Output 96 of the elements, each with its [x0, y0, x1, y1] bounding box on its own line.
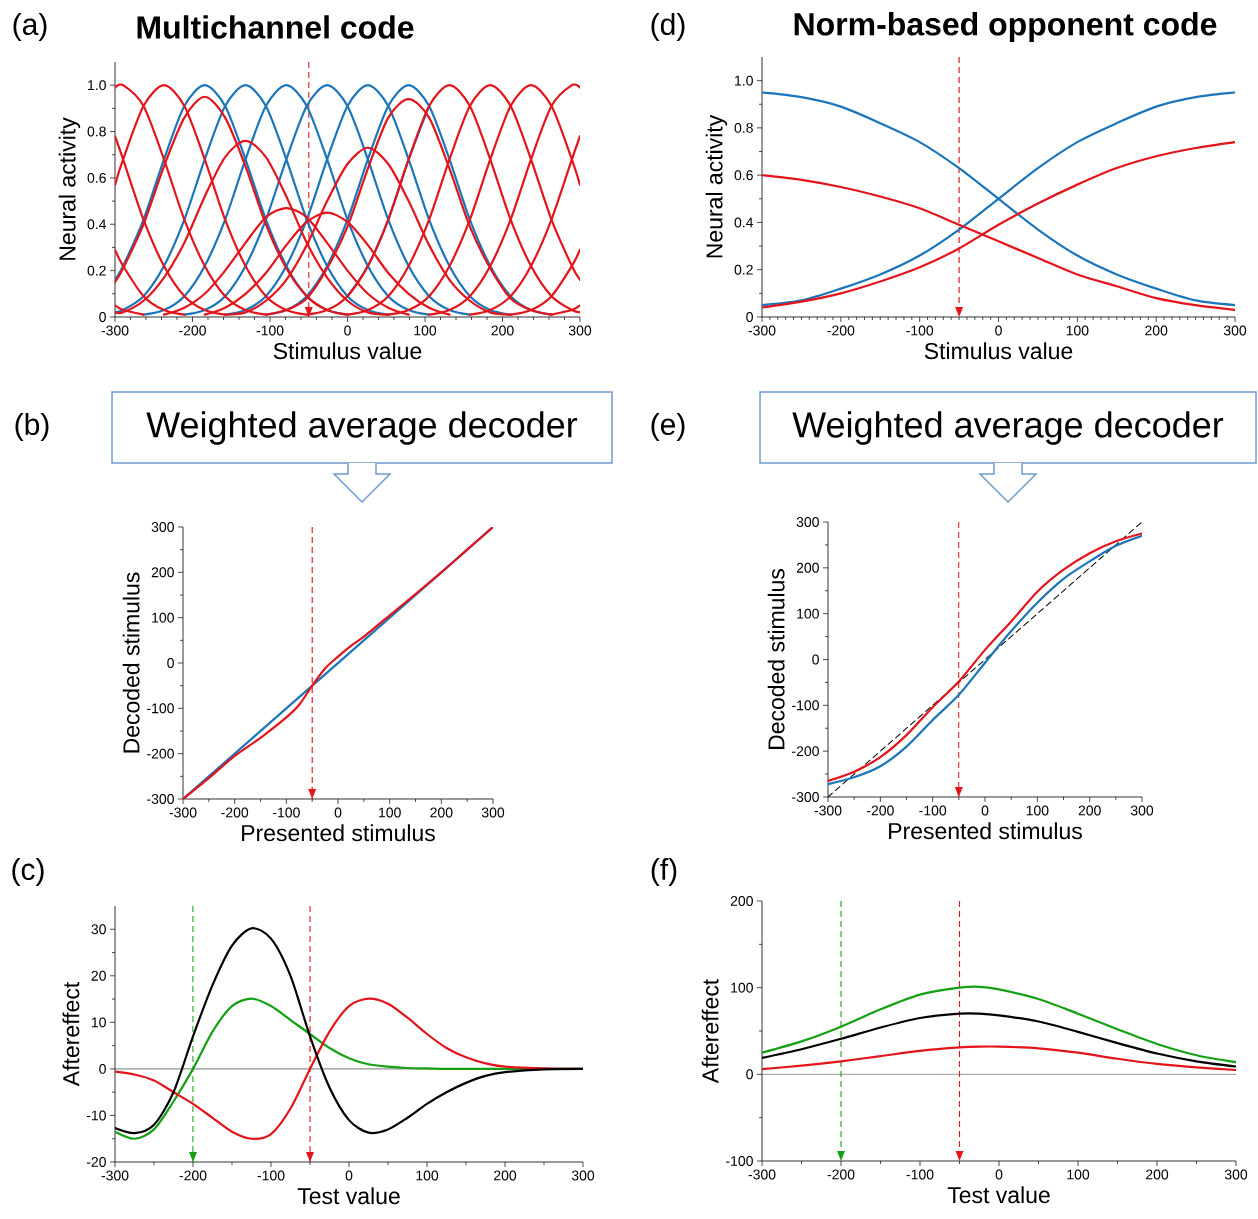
x-tick-label: -200: [179, 325, 206, 336]
x-tick-label: 200: [430, 807, 453, 818]
x-tick-label: 0: [995, 1169, 1003, 1180]
x-tick-label: 100: [1066, 325, 1089, 336]
x-tick-label: 0: [334, 807, 342, 818]
y-tick-label: 100: [152, 612, 174, 623]
x-tick-label: 100: [416, 1170, 439, 1181]
x-tick-label: 0: [344, 325, 351, 336]
x-tick-label: -200: [827, 325, 855, 336]
x-tick-label: 200: [494, 1170, 517, 1181]
y-tick-label: 100: [731, 982, 753, 993]
x-tick-label: -300: [814, 805, 842, 816]
y-axis-title: Decoded stimulus: [122, 572, 140, 753]
y-tick-label: 0.8: [734, 122, 753, 133]
y-axis-title: Neural activity: [705, 114, 728, 258]
y-tick-label: 100: [797, 608, 819, 619]
y-tick-label: -300: [147, 794, 174, 804]
y-tick-label: 300: [796, 517, 819, 527]
x-tick-label: -200: [179, 1170, 207, 1181]
y-axis-title: Aftereffect: [701, 978, 719, 1084]
x-tick-label: 100: [379, 807, 401, 818]
y-tick-label: 300: [151, 522, 174, 532]
x-tick-label: 100: [414, 325, 437, 336]
y-axis-title: Aftereffect: [62, 981, 80, 1087]
y-axis-title: Neural activity: [58, 117, 81, 260]
x-tick-label: 300: [568, 325, 592, 336]
x-tick-label: 200: [1146, 1169, 1169, 1180]
x-tick-label: 300: [481, 807, 505, 818]
y-tick-label: 0.6: [734, 170, 753, 181]
x-tick-label: -100: [906, 1169, 934, 1180]
x-tick-label: 0: [995, 325, 1002, 336]
y-tick-label: 0.2: [87, 265, 106, 276]
y-tick-label: 0.6: [87, 172, 106, 183]
x-tick-label: 200: [1145, 325, 1168, 336]
x-axis-title: Presented stimulus: [889, 822, 1082, 840]
y-tick-label: -200: [147, 748, 174, 759]
y-tick-label: 200: [151, 567, 174, 578]
x-axis-title: Test value: [947, 1186, 1050, 1204]
x-axis-title: Test value: [297, 1187, 400, 1205]
x-tick-label: 100: [1026, 805, 1049, 816]
x-axis-title: Presented stimulus: [242, 824, 435, 842]
x-tick-label: -100: [272, 807, 300, 818]
chart-title: Weighted average decoder: [792, 411, 1224, 445]
y-tick-label: 20: [91, 970, 106, 981]
text: (f): [651, 858, 677, 886]
x-tick-label: 0: [345, 1170, 353, 1181]
chart-title: Norm-based opponent code: [794, 12, 1217, 42]
x-tick-label: -100: [257, 1170, 285, 1181]
y-tick-label: -100: [726, 1156, 753, 1166]
y-tick-label: -100: [147, 703, 174, 714]
y-tick-label: 0: [167, 658, 174, 668]
x-axis-title: Stimulus value: [924, 342, 1073, 360]
y-tick-label: -200: [792, 746, 819, 757]
x-tick-label: -200: [827, 1169, 855, 1180]
text: (c): [12, 858, 44, 886]
x-tick-label: -100: [256, 325, 284, 336]
x-axis-title: Stimulus value: [273, 342, 422, 360]
x-tick-label: 300: [571, 1170, 595, 1181]
text: (b): [15, 413, 49, 441]
y-tick-label: 0.4: [734, 217, 754, 228]
y-tick-label: 1.0: [735, 75, 753, 86]
y-tick-label: 0.8: [87, 126, 106, 137]
y-tick-label: 200: [730, 896, 753, 906]
x-tick-label: 100: [1067, 1169, 1090, 1180]
x-tick-label: 300: [1223, 325, 1247, 336]
y-tick-label: -100: [792, 700, 819, 711]
x-tick-label: 200: [1078, 805, 1101, 816]
y-tick-label: 0: [746, 1069, 753, 1080]
y-tick-label: 0.4: [87, 219, 107, 230]
y-tick-label: 30: [91, 924, 106, 935]
y-tick-label: 1.0: [88, 80, 106, 91]
y-tick-label: 0.2: [734, 264, 753, 275]
y-tick-label: -300: [792, 792, 819, 802]
text: (a): [13, 13, 47, 41]
x-tick-label: 0: [981, 805, 989, 816]
y-tick-label: 0: [746, 312, 753, 322]
x-tick-label: 200: [491, 325, 514, 336]
text: (e): [651, 413, 685, 441]
y-tick-label: -20: [86, 1157, 106, 1167]
x-tick-label: 300: [1130, 805, 1154, 816]
x-tick-label: -200: [221, 807, 249, 818]
y-tick-label: 0: [99, 1063, 106, 1074]
y-tick-label: -10: [86, 1110, 106, 1121]
chart-title: Multichannel code: [137, 15, 414, 39]
y-axis-title: Decoded stimulus: [767, 568, 785, 750]
x-tick-label: -300: [169, 807, 197, 818]
y-tick-label: 10: [91, 1017, 106, 1028]
x-tick-label: -100: [919, 805, 947, 816]
chart-title: Weighted average decoder: [146, 411, 578, 445]
text: (d): [651, 13, 685, 41]
y-tick-label: 0: [99, 312, 106, 322]
y-tick-label: 0: [812, 654, 819, 665]
y-tick-label: 200: [796, 562, 819, 573]
x-tick-label: -100: [906, 325, 934, 336]
x-tick-label: 300: [1224, 1169, 1248, 1180]
x-tick-label: -200: [866, 805, 894, 816]
